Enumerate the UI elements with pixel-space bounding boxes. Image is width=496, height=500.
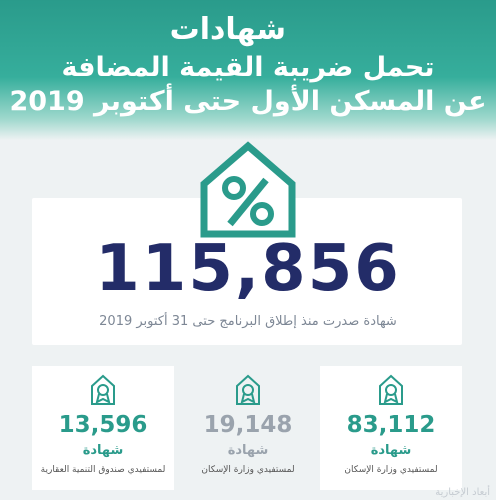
stat-label: لمستفيدي صندوق التنمية العقارية <box>40 465 166 475</box>
subtitle-line-2: عن المسكن الأول حتى أكتوبر 2019 <box>9 86 487 117</box>
subtitle-line-1: تحمل ضريبة القيمة المضافة <box>61 52 435 83</box>
stat-unit: شهادة <box>370 443 412 458</box>
stat-value: 19,148 <box>203 412 293 438</box>
stat-card-ministry-housing-2: 19,148 شهادة لمستفيدي وزارة الإسكان <box>177 366 319 490</box>
stat-card-ministry-housing: 83,112 شهادة لمستفيدي وزارة الإسكان <box>320 366 462 490</box>
header-background <box>0 0 496 140</box>
page-title: شهادات <box>169 12 286 47</box>
total-certificates-value: 115,856 <box>95 232 401 306</box>
stat-label: لمستفيدي وزارة الإسكان <box>201 465 295 475</box>
stat-value: 13,596 <box>58 412 148 438</box>
house-percent-icon <box>200 141 296 238</box>
stat-value: 83,112 <box>346 412 436 438</box>
stat-unit: شهادة <box>227 443 269 458</box>
stat-card-real-estate-fund: 13,596 شهادة لمستفيدي صندوق التنمية العق… <box>32 366 174 490</box>
house-medal-icon <box>91 374 115 405</box>
watermark: أبعاد الإخبارية <box>435 487 490 498</box>
stat-unit: شهادة <box>82 443 124 458</box>
house-medal-icon <box>236 374 260 405</box>
house-medal-icon <box>379 374 403 405</box>
total-certificates-caption: شهادة صدرت منذ إطلاق البرنامج حتى 31 أكت… <box>99 314 397 329</box>
stat-label: لمستفيدي وزارة الإسكان <box>344 465 438 475</box>
